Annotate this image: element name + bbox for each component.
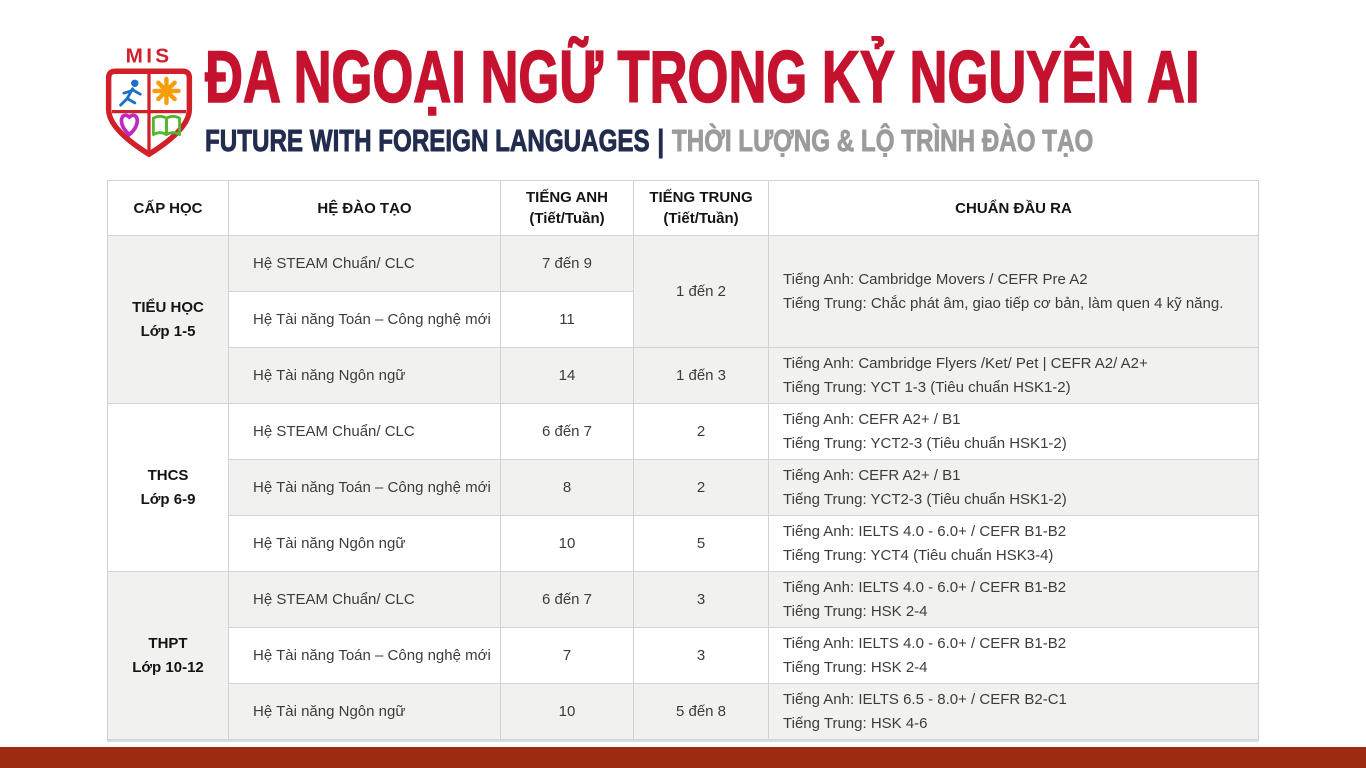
level-name: THPT [148,634,188,652]
outcome-cell: Tiếng Anh: CEFR A2+ / B1 Tiếng Trung: YC… [768,403,1259,460]
program-cell: Hệ STEAM Chuẩn/ CLC [228,235,501,292]
outcome-chinese: Tiếng Trung: Chắc phát âm, giao tiếp cơ … [783,294,1224,312]
program-cell: Hệ STEAM Chuẩn/ CLC [228,571,501,628]
page-subtitle: FUTURE WITH FOREIGN LANGUAGES | THỜI LƯỢNG… [205,123,1094,158]
level-grades: Lớp 1-5 [140,322,196,340]
header-english-line1: TIẾNG ANH [526,189,608,206]
outcome-cell: Tiếng Anh: IELTS 4.0 - 6.0+ / CEFR B1-B2… [768,627,1259,684]
level-name: THCS [147,466,189,484]
curriculum-table: CẤP HỌC HỆ ĐÀO TẠO TIẾNG ANH (Tiết/Tuần)… [107,180,1259,740]
subtitle-divider: | [657,123,665,158]
table-row: Hệ Tài năng Toán – Công nghệ mới 8 2 Tiế… [108,459,1259,516]
outcome-chinese: Tiếng Trung: YCT2-3 (Tiêu chuẩn HSK1-2) [783,434,1067,452]
program-cell: Hệ Tài năng Ngôn ngữ [228,347,501,404]
english-periods-cell: 6 đến 7 [500,571,634,628]
chinese-periods-cell: 1 đến 3 [633,347,769,404]
english-periods-cell: 6 đến 7 [500,403,634,460]
outcome-chinese: Tiếng Trung: YCT4 (Tiêu chuẩn HSK3-4) [783,546,1054,564]
chinese-periods-cell: 1 đến 2 [633,235,769,348]
header-english: TIẾNG ANH (Tiết/Tuần) [500,180,634,236]
program-cell: Hệ Tài năng Ngôn ngữ [228,515,501,572]
table-row: Hệ Tài năng Ngôn ngữ 14 1 đến 3 Tiếng An… [108,347,1259,404]
table-row: TIỂU HỌC Lớp 1-5 Hệ STEAM Chuẩn/ CLC 7 đ… [107,235,1259,404]
outcome-cell: Tiếng Anh: IELTS 6.5 - 8.0+ / CEFR B2-C1… [768,683,1259,740]
subtitle-primary: FUTURE WITH FOREIGN LANGUAGES [205,123,650,158]
chinese-periods-cell: 2 [633,403,769,460]
table-row: THCS Lớp 6-9 Hệ STEAM Chuẩn/ CLC 6 đến 7… [107,403,1259,572]
english-periods-cell: 7 [500,627,634,684]
outcome-chinese: Tiếng Trung: HSK 4-6 [783,714,928,732]
table-row: Hệ Tài năng Ngôn ngữ 10 5 đến 8 Tiếng An… [108,683,1259,740]
table-row: THPT Lớp 10-12 Hệ STEAM Chuẩn/ CLC 6 đến… [107,571,1259,740]
english-periods-cell: 10 [500,683,634,740]
table-row: Hệ Tài năng Ngôn ngữ 10 5 Tiếng Anh: IEL… [108,515,1259,572]
page-title: ĐA NGOẠI NGỮ TRONG KỶ NGUYÊN AI [204,37,1200,118]
table-header-row: CẤP HỌC HỆ ĐÀO TẠO TIẾNG ANH (Tiết/Tuần)… [107,180,1259,236]
table-row: Hệ Tài năng Toán – Công nghệ mới 7 3 Tiế… [108,627,1259,684]
english-periods-cell: 10 [500,515,634,572]
runner-icon [119,79,142,107]
header-level: CẤP HỌC [107,180,229,236]
level-cell-tieu-hoc: TIỂU HỌC Lớp 1-5 [107,235,229,404]
book-icon [151,114,181,136]
outcome-chinese: Tiếng Trung: YCT 1-3 (Tiêu chuẩn HSK1-2) [783,378,1071,396]
header-english-line2: (Tiết/Tuần) [529,210,605,227]
outcome-cell: Tiếng Anh: IELTS 4.0 - 6.0+ / CEFR B1-B2… [768,515,1259,572]
header-chinese: TIẾNG TRUNG (Tiết/Tuần) [633,180,769,236]
header-outcome: CHUẨN ĐẦU RA [768,180,1259,236]
outcome-english: Tiếng Anh: Cambridge Movers / CEFR Pre A… [783,270,1088,288]
outcome-english: Tiếng Anh: IELTS 4.0 - 6.0+ / CEFR B1-B2 [783,522,1067,540]
outcome-cell: Tiếng Anh: IELTS 4.0 - 6.0+ / CEFR B1-B2… [768,571,1259,628]
english-periods-cell: 8 [500,459,634,516]
chinese-periods-cell: 3 [633,571,769,628]
header-chinese-line2: (Tiết/Tuần) [663,210,739,227]
chinese-periods-cell: 5 đến 8 [633,683,769,740]
outcome-english: Tiếng Anh: IELTS 4.0 - 6.0+ / CEFR B1-B2 [783,578,1067,596]
program-cell: Hệ Tài năng Toán – Công nghệ mới [228,627,501,684]
program-cell: Hệ Tài năng Ngôn ngữ [228,683,501,740]
subtitle-secondary: THỜI LƯỢNG & LỘ TRÌNH ĐÀO TẠO [672,123,1094,158]
outcome-english: Tiếng Anh: IELTS 6.5 - 8.0+ / CEFR B2-C1 [783,690,1067,708]
footer-accent-bar [0,747,1366,768]
curriculum-table-container: CẤP HỌC HỆ ĐÀO TẠO TIẾNG ANH (Tiết/Tuần)… [107,180,1259,740]
outcome-chinese: Tiếng Trung: HSK 2-4 [783,658,928,676]
mis-school-logo: MIS [105,45,193,158]
chinese-periods-cell: 3 [633,627,769,684]
heart-icon [119,113,139,137]
level-grades: Lớp 6-9 [140,490,196,508]
english-periods-cell: 7 đến 9 [500,235,634,292]
outcome-chinese: Tiếng Trung: YCT2-3 (Tiêu chuẩn HSK1-2) [783,490,1067,508]
outcome-cell: Tiếng Anh: Cambridge Flyers /Ket/ Pet | … [768,347,1259,404]
program-cell: Hệ Tài năng Toán – Công nghệ mới [228,459,501,516]
level-cell-thpt: THPT Lớp 10-12 [107,571,229,740]
star-icon [152,76,181,106]
header-chinese-line1: TIẾNG TRUNG [649,189,753,206]
chinese-periods-cell: 5 [633,515,769,572]
outcome-english: Tiếng Anh: CEFR A2+ / B1 [783,410,961,428]
english-periods-cell: 14 [500,347,634,404]
outcome-english: Tiếng Anh: CEFR A2+ / B1 [783,466,961,484]
table-row: Hệ Tài năng Toán – Công nghệ mới 11 [108,291,1259,348]
chinese-periods-cell: 2 [633,459,769,516]
outcome-cell: Tiếng Anh: CEFR A2+ / B1 Tiếng Trung: YC… [768,459,1259,516]
outcome-english: Tiếng Anh: Cambridge Flyers /Ket/ Pet | … [783,354,1148,372]
outcome-chinese: Tiếng Trung: HSK 2-4 [783,602,928,620]
outcome-english: Tiếng Anh: IELTS 4.0 - 6.0+ / CEFR B1-B2 [783,634,1067,652]
program-cell: Hệ Tài năng Toán – Công nghệ mới [228,291,501,348]
level-name: TIỂU HỌC [132,298,204,316]
outcome-cell: Tiếng Anh: Cambridge Movers / CEFR Pre A… [768,235,1259,348]
logo-text: MIS [126,45,173,68]
header: ĐA NGOẠI NGỮ TRONG KỶ NGUYÊN AI FUTURE W… [204,37,1366,158]
english-periods-cell: 11 [500,291,634,348]
header-program: HỆ ĐÀO TẠO [228,180,501,236]
level-cell-thcs: THCS Lớp 6-9 [107,403,229,572]
program-cell: Hệ STEAM Chuẩn/ CLC [228,403,501,460]
level-grades: Lớp 10-12 [132,658,204,676]
